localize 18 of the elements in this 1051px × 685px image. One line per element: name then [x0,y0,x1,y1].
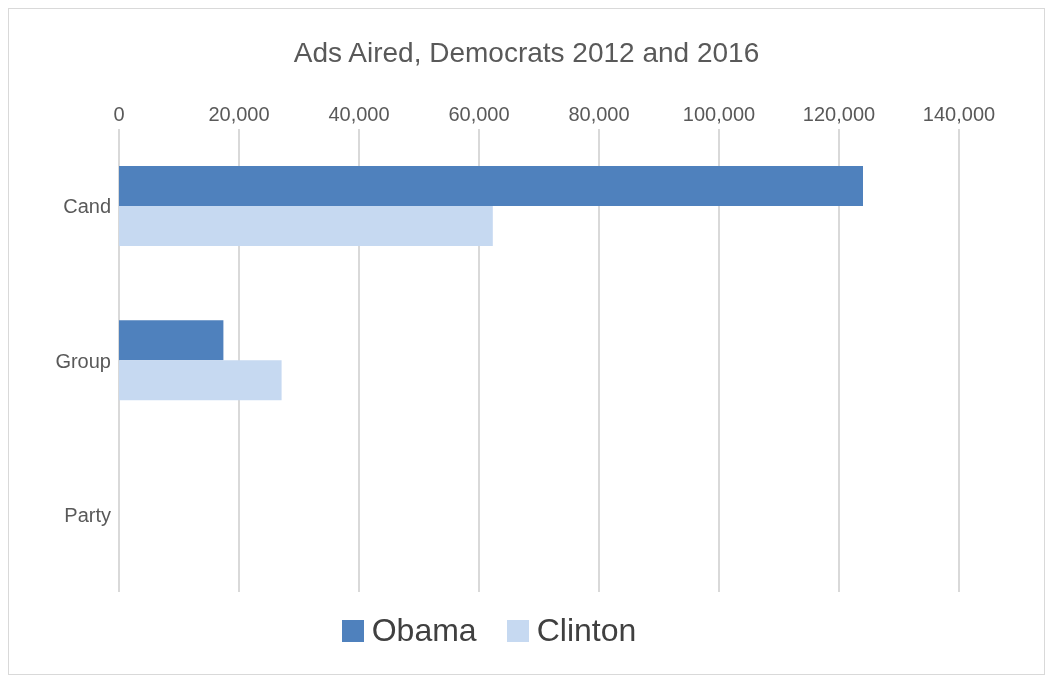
x-tick-label: 40,000 [328,103,390,125]
x-tick-label: 100,000 [682,103,756,125]
bar [119,206,493,247]
x-tick-label: 140,000 [922,103,996,125]
x-tick-label: 20,000 [208,103,270,125]
bar [119,166,863,207]
bar [119,320,224,361]
y-tick-label: Group [55,349,111,372]
legend-label: Clinton [536,612,637,649]
y-tick-label: Cand [63,195,111,218]
legend-label: Obama [371,612,477,649]
x-tick-label: 60,000 [448,103,510,125]
x-tick-label: 80,000 [568,103,630,125]
y-tick-label: Party [64,503,111,526]
bar [119,360,282,401]
chart-title: Ads Aired, Democrats 2012 and 2016 [292,37,761,69]
x-tick-label: 120,000 [802,103,876,125]
x-tick-label: 0 [113,103,125,125]
